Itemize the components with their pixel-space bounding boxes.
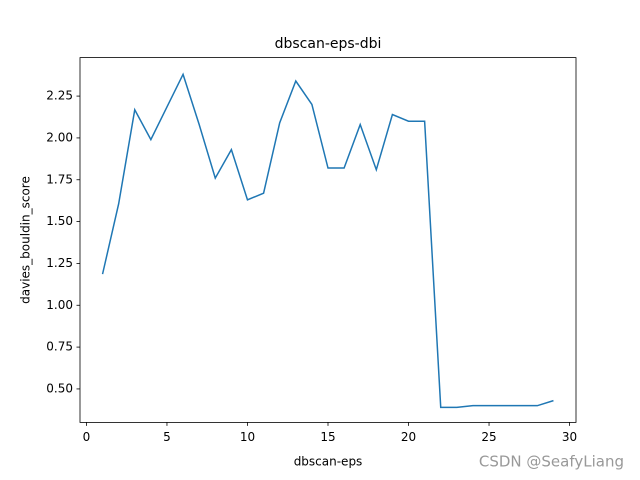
y-tick-label: 1.25: [46, 256, 73, 270]
y-axis-label: davies_bouldin_score: [19, 176, 33, 304]
x-tick-label: 5: [163, 430, 171, 444]
y-tick-label: 0.50: [46, 381, 73, 395]
watermark: CSDN @SeafyLiang: [479, 453, 624, 471]
x-tick-label: 20: [401, 430, 416, 444]
y-tick-label: 1.75: [46, 172, 73, 186]
x-tick-label: 10: [240, 430, 255, 444]
x-tick-label: 30: [562, 430, 577, 444]
y-tick-label: 1.50: [46, 214, 73, 228]
line-series: [101, 72, 554, 409]
y-tick-label: 2.25: [46, 89, 73, 103]
x-tick-label: 15: [320, 430, 335, 444]
y-tick-label: 0.75: [46, 340, 73, 354]
y-tick-label: 1.00: [46, 298, 73, 312]
x-tick-label: 0: [83, 430, 91, 444]
chart-title: dbscan-eps-dbi: [275, 36, 382, 52]
y-tick-label: 2.00: [46, 130, 73, 144]
x-tick-label: 25: [481, 430, 496, 444]
plot-frame: [79, 57, 577, 423]
x-axis-label: dbscan-eps: [294, 455, 363, 469]
